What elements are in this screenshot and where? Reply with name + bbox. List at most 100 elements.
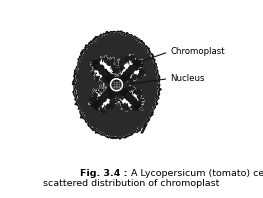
Circle shape: [109, 77, 124, 92]
Polygon shape: [108, 77, 112, 81]
Polygon shape: [93, 99, 95, 101]
Polygon shape: [135, 62, 139, 66]
Circle shape: [144, 120, 147, 122]
Polygon shape: [126, 86, 129, 89]
Circle shape: [117, 135, 119, 137]
Circle shape: [97, 38, 98, 39]
Circle shape: [79, 88, 81, 90]
Polygon shape: [75, 32, 158, 137]
Circle shape: [139, 119, 141, 121]
Polygon shape: [122, 105, 127, 109]
Circle shape: [148, 54, 150, 55]
Circle shape: [78, 74, 80, 76]
Circle shape: [83, 105, 85, 107]
Polygon shape: [120, 66, 124, 71]
Circle shape: [139, 123, 140, 124]
Circle shape: [150, 68, 151, 69]
Circle shape: [83, 56, 85, 58]
Polygon shape: [110, 102, 114, 106]
Polygon shape: [114, 82, 141, 109]
Circle shape: [76, 76, 79, 79]
Text: Chromoplast: Chromoplast: [171, 48, 225, 56]
Text: Nucleus: Nucleus: [171, 74, 205, 83]
Polygon shape: [108, 104, 113, 109]
Polygon shape: [95, 77, 99, 81]
Polygon shape: [90, 55, 118, 81]
Circle shape: [124, 132, 126, 133]
Polygon shape: [115, 60, 141, 87]
Polygon shape: [112, 93, 116, 96]
Polygon shape: [123, 91, 126, 94]
Circle shape: [146, 109, 149, 111]
Polygon shape: [127, 108, 129, 110]
Polygon shape: [130, 55, 135, 59]
Polygon shape: [100, 89, 103, 91]
Circle shape: [150, 76, 153, 78]
Circle shape: [142, 116, 143, 117]
Circle shape: [135, 128, 136, 129]
Circle shape: [107, 128, 109, 130]
Polygon shape: [130, 87, 133, 90]
Circle shape: [149, 60, 150, 61]
Circle shape: [154, 89, 155, 90]
Polygon shape: [139, 60, 141, 63]
Circle shape: [126, 133, 128, 135]
Circle shape: [136, 46, 138, 48]
Circle shape: [140, 126, 142, 128]
Polygon shape: [119, 61, 125, 66]
Circle shape: [143, 47, 146, 49]
Circle shape: [112, 80, 121, 89]
Polygon shape: [123, 90, 126, 92]
Polygon shape: [129, 88, 131, 91]
Polygon shape: [140, 69, 145, 75]
Circle shape: [145, 60, 148, 63]
Circle shape: [81, 104, 83, 106]
Circle shape: [98, 37, 100, 39]
Polygon shape: [129, 87, 132, 89]
Circle shape: [78, 62, 80, 64]
Circle shape: [126, 127, 128, 128]
Polygon shape: [94, 103, 98, 107]
Polygon shape: [125, 56, 130, 60]
Polygon shape: [132, 59, 135, 63]
Circle shape: [79, 81, 80, 82]
Circle shape: [141, 54, 144, 56]
Polygon shape: [92, 72, 94, 75]
Circle shape: [125, 132, 127, 134]
Circle shape: [93, 46, 94, 47]
Circle shape: [155, 91, 156, 92]
Polygon shape: [124, 59, 128, 63]
Circle shape: [84, 50, 87, 53]
Polygon shape: [104, 79, 109, 84]
Polygon shape: [89, 97, 93, 101]
Polygon shape: [100, 108, 106, 114]
Circle shape: [148, 99, 151, 101]
Polygon shape: [112, 65, 114, 67]
Circle shape: [106, 130, 107, 131]
Polygon shape: [92, 83, 119, 109]
Circle shape: [111, 135, 113, 137]
Polygon shape: [107, 61, 113, 66]
Circle shape: [142, 113, 145, 116]
Circle shape: [151, 91, 153, 93]
Polygon shape: [124, 91, 126, 93]
Circle shape: [104, 41, 106, 43]
Polygon shape: [125, 77, 130, 81]
Circle shape: [120, 136, 122, 138]
Polygon shape: [92, 59, 118, 87]
Polygon shape: [94, 92, 98, 97]
Polygon shape: [133, 108, 136, 111]
Circle shape: [150, 65, 151, 67]
Polygon shape: [92, 60, 97, 64]
Circle shape: [130, 125, 132, 127]
Polygon shape: [136, 89, 141, 95]
Polygon shape: [110, 98, 115, 102]
Polygon shape: [117, 85, 145, 112]
Circle shape: [150, 63, 152, 65]
Polygon shape: [112, 74, 114, 77]
Circle shape: [151, 60, 153, 62]
Text: scattered distribution of chromoplast: scattered distribution of chromoplast: [43, 180, 219, 188]
Polygon shape: [102, 58, 105, 60]
Circle shape: [156, 77, 159, 79]
Circle shape: [76, 85, 77, 86]
